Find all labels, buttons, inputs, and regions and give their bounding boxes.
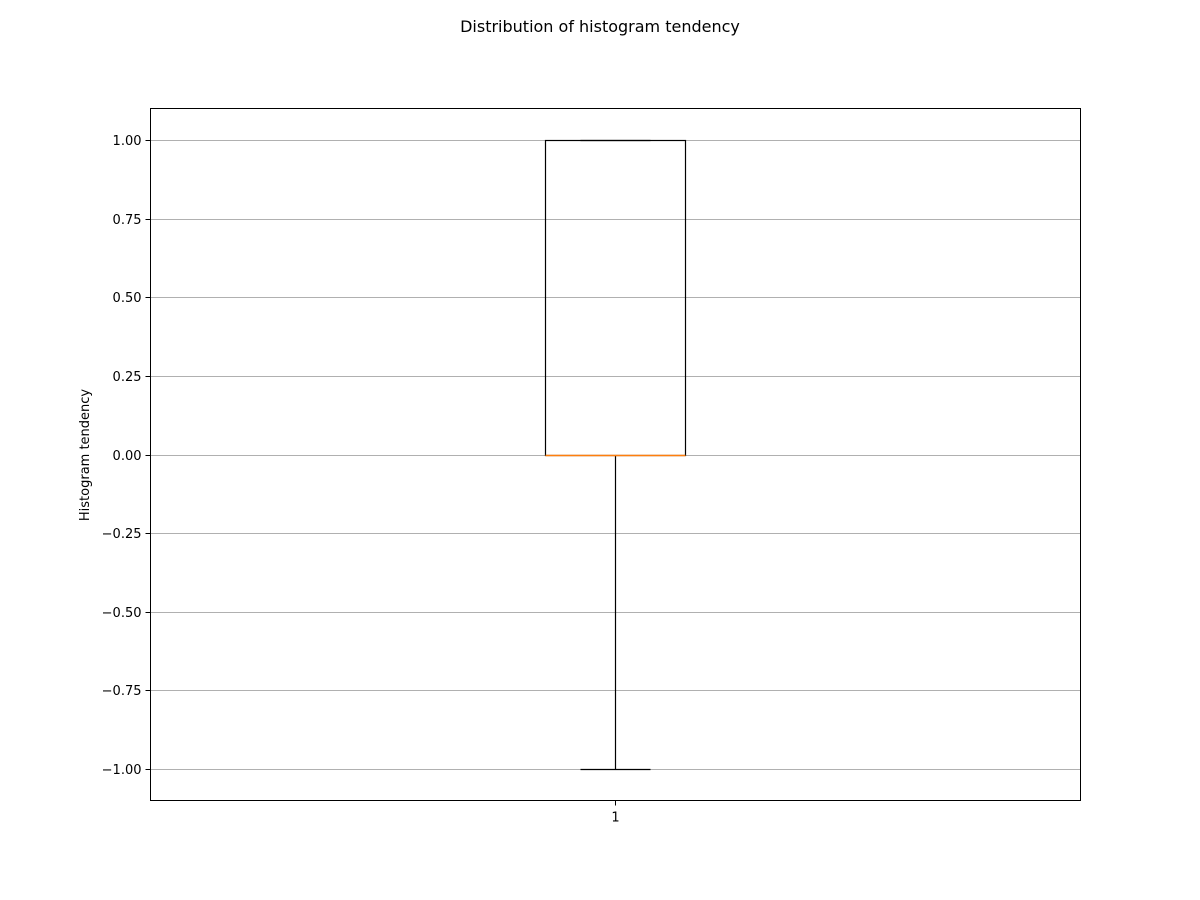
box-plot — [544, 139, 687, 771]
y-tick-label: 0.25 — [113, 370, 142, 385]
y-tick-label: −0.25 — [102, 527, 142, 542]
y-tick-label: 0.75 — [113, 213, 142, 228]
y-tick-label: 0.50 — [113, 291, 142, 306]
chart-title: Distribution of histogram tendency — [460, 17, 740, 36]
y-tick-label: −0.50 — [102, 606, 142, 621]
y-axis-ticks: −1.00 −0.75 −0.50 −0.25 0.00 0.25 0.50 0.75 1.00 — [102, 134, 151, 778]
y-axis-label: Histogram tendency — [78, 389, 93, 522]
y-tick-label: −0.75 — [102, 684, 142, 699]
x-tick-label: 1 — [611, 811, 619, 826]
y-tick-label: 0.00 — [113, 449, 142, 464]
y-tick-label: −1.00 — [102, 763, 142, 778]
x-axis-ticks: 1 — [611, 800, 620, 826]
y-tick-label: 1.00 — [113, 134, 142, 149]
